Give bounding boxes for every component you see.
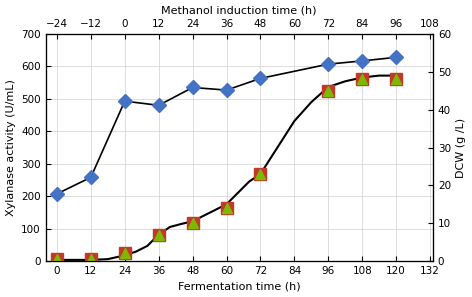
Y-axis label: Xylanase activity (U/mL): Xylanase activity (U/mL) xyxy=(6,79,16,216)
X-axis label: Methanol induction time (h): Methanol induction time (h) xyxy=(161,6,317,15)
X-axis label: Fermentation time (h): Fermentation time (h) xyxy=(178,282,301,291)
Y-axis label: DCW (g /L): DCW (g /L) xyxy=(456,117,466,178)
